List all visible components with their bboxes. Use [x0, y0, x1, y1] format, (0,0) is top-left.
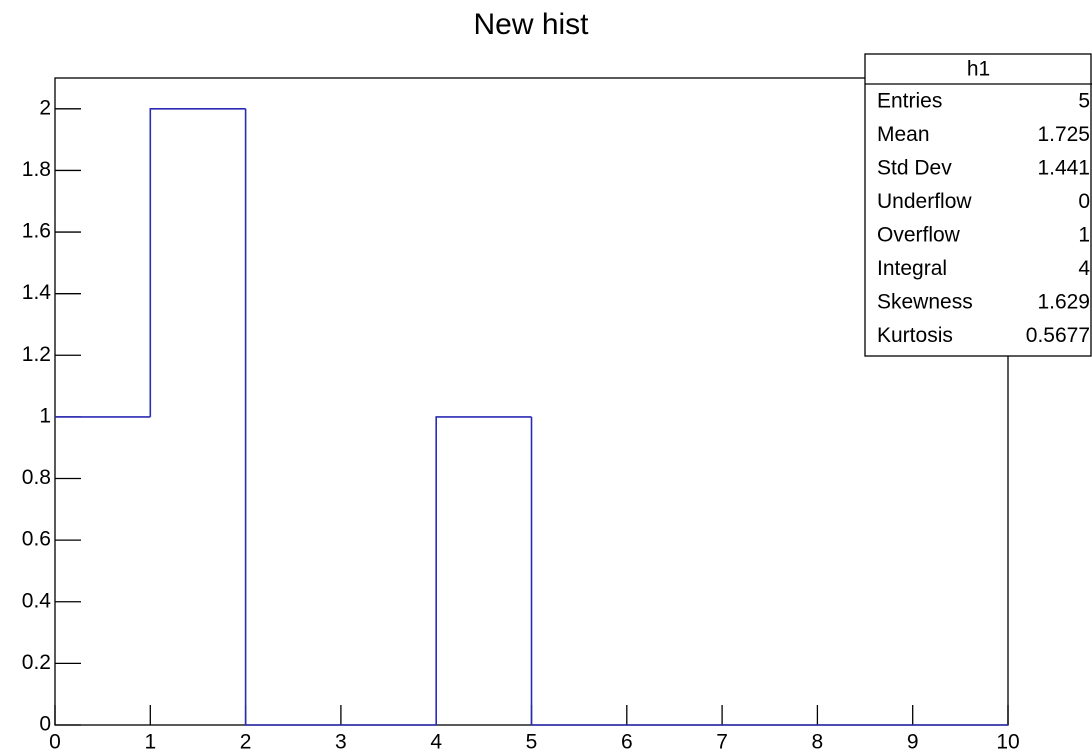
x-tick-label: 3 — [335, 731, 347, 752]
x-tick-label: 8 — [812, 731, 824, 752]
chart-title: New hist — [473, 8, 589, 41]
stats-value: 4 — [1078, 257, 1090, 280]
stats-label: Entries — [877, 89, 942, 112]
y-tick-label: 1.4 — [22, 281, 52, 304]
stats-label: Underflow — [877, 190, 972, 213]
stats-value: 1.629 — [1037, 290, 1090, 313]
stats-label: Std Dev — [877, 156, 952, 179]
stats-box — [864, 53, 1092, 357]
stats-label: Kurtosis — [877, 324, 953, 347]
y-tick-label: 1.6 — [22, 220, 51, 243]
y-tick-label: 0.2 — [22, 651, 51, 674]
x-tick-label: 2 — [240, 731, 252, 752]
y-tick-label: 2 — [39, 96, 51, 119]
y-tick-label: 0.8 — [22, 466, 51, 489]
y-tick-label: 1.2 — [22, 343, 51, 366]
y-tick-label: 0 — [39, 713, 51, 736]
bar — [435, 416, 532, 725]
x-tick-label: 6 — [621, 731, 633, 752]
stats-label: Overflow — [877, 223, 961, 246]
bar — [149, 108, 246, 417]
stats-value: 0.5677 — [1026, 324, 1090, 347]
x-tick-label: 7 — [716, 731, 728, 752]
stats-value: 1.441 — [1037, 156, 1090, 179]
stats-value: 5 — [1078, 89, 1090, 112]
y-tick-label: 1.8 — [22, 158, 51, 181]
stats-label: Skewness — [877, 290, 973, 313]
y-tick-label: 0.6 — [22, 528, 51, 551]
x-tick-label: 5 — [526, 731, 538, 752]
stats-value: 0 — [1078, 190, 1090, 213]
stats-value: 1.725 — [1037, 123, 1090, 146]
y-tick-label: 1 — [39, 404, 51, 427]
x-tick-label: 1 — [144, 731, 156, 752]
x-tick-label: 4 — [430, 731, 442, 752]
stats-title: h1 — [967, 58, 990, 81]
bar — [244, 108, 341, 726]
y-tick-label: 0.4 — [22, 589, 52, 612]
stats-label: Mean — [877, 123, 930, 146]
bar — [530, 416, 627, 726]
stats-label: Integral — [877, 257, 947, 280]
x-tick-label: 10 — [996, 731, 1019, 752]
x-tick-label: 0 — [49, 731, 61, 752]
x-tick-label: 9 — [907, 731, 919, 752]
stats-value: 1 — [1078, 223, 1090, 246]
